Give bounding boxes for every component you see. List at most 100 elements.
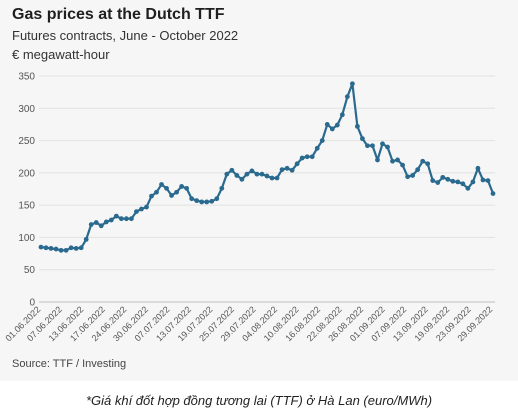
- data-point: [129, 216, 134, 222]
- y-tick-label: 200: [18, 168, 35, 179]
- data-point: [38, 244, 44, 250]
- data-point: [395, 157, 400, 163]
- y-tick-label: 150: [18, 201, 35, 212]
- data-point: [209, 198, 215, 204]
- data-point: [259, 171, 265, 177]
- data-point: [179, 184, 185, 189]
- data-point: [365, 143, 370, 149]
- data-point: [309, 154, 315, 160]
- data-point: [400, 162, 405, 168]
- data-point: [254, 171, 260, 177]
- data-point: [314, 145, 320, 151]
- data-point: [199, 199, 205, 205]
- data-point: [324, 122, 330, 127]
- chart-card: Gas prices at the Dutch TTF Futures cont…: [3, 6, 496, 370]
- data-point: [355, 123, 360, 129]
- data-point: [264, 173, 270, 179]
- data-point: [370, 143, 375, 149]
- data-point: [455, 179, 461, 185]
- data-point: [93, 220, 99, 225]
- y-tick-label: 250: [18, 136, 35, 147]
- data-point: [174, 189, 180, 195]
- data-point: [435, 180, 441, 185]
- data-point: [154, 189, 159, 195]
- chart-subtitle: Futures contracts, June - October 2022: [12, 28, 239, 43]
- data-point: [475, 165, 481, 171]
- data-point: [294, 161, 300, 167]
- data-point: [73, 246, 79, 251]
- y-axis-label: € megawatt-hour: [12, 47, 110, 62]
- data-point: [58, 247, 64, 253]
- data-point: [134, 209, 139, 215]
- data-point: [299, 155, 305, 161]
- data-point: [88, 222, 94, 227]
- data-point: [219, 185, 225, 191]
- data-point: [485, 178, 491, 184]
- data-point: [289, 167, 295, 173]
- data-point: [108, 217, 114, 223]
- data-point: [380, 141, 385, 147]
- line-chart: 05010015020025030035001.06.202207.06.202…: [3, 72, 496, 343]
- data-point: [269, 175, 275, 181]
- data-point: [390, 158, 395, 164]
- data-point: [460, 181, 466, 187]
- data-point: [385, 144, 390, 150]
- data-point: [184, 185, 190, 191]
- data-point: [139, 206, 144, 212]
- data-point: [68, 245, 74, 251]
- data-point: [410, 173, 416, 178]
- y-tick-label: 0: [29, 298, 35, 309]
- data-point: [123, 216, 129, 222]
- data-point: [83, 236, 89, 242]
- data-point: [425, 161, 431, 167]
- data-point: [304, 154, 310, 160]
- data-point: [420, 158, 426, 164]
- data-point: [430, 178, 436, 184]
- data-point: [144, 204, 149, 210]
- y-tick-label: 300: [18, 104, 35, 115]
- data-point: [415, 167, 421, 173]
- chart-title: Gas prices at the Dutch TTF: [12, 6, 225, 23]
- data-point: [204, 199, 210, 205]
- y-tick-label: 100: [18, 233, 35, 244]
- data-point: [43, 245, 49, 251]
- data-point: [284, 165, 290, 171]
- y-tick-label: 350: [18, 72, 35, 83]
- data-point: [229, 167, 235, 173]
- data-point: [164, 185, 169, 191]
- data-point: [169, 193, 174, 198]
- data-point: [274, 175, 280, 181]
- data-point: [334, 122, 340, 128]
- data-point: [234, 173, 240, 178]
- data-point: [159, 182, 164, 187]
- data-point: [239, 176, 245, 182]
- data-point: [149, 193, 154, 199]
- data-point: [113, 213, 119, 219]
- data-point: [224, 171, 230, 177]
- data-point: [194, 198, 200, 204]
- data-point: [319, 138, 325, 143]
- data-point: [450, 178, 456, 184]
- data-point: [445, 176, 451, 182]
- data-point: [214, 196, 220, 202]
- data-point: [98, 223, 104, 229]
- y-tick-label: 50: [24, 265, 36, 276]
- data-point: [344, 94, 350, 100]
- data-point: [189, 196, 195, 202]
- image-caption: *Giá khí đốt hợp đồng tương lai (TTF) ở …: [85, 393, 433, 408]
- data-point: [53, 246, 59, 252]
- data-point: [360, 136, 365, 142]
- data-point: [405, 174, 411, 180]
- data-point: [249, 168, 255, 174]
- data-point: [63, 247, 69, 253]
- data-point: [480, 177, 486, 183]
- data-point: [103, 219, 109, 225]
- data-point: [244, 171, 250, 177]
- data-point: [349, 81, 355, 87]
- data-point: [375, 157, 380, 163]
- data-point: [490, 191, 496, 196]
- data-point: [440, 174, 446, 180]
- chart-source: Source: TTF / Investing: [12, 358, 127, 370]
- data-point: [118, 216, 124, 222]
- data-point: [78, 245, 84, 251]
